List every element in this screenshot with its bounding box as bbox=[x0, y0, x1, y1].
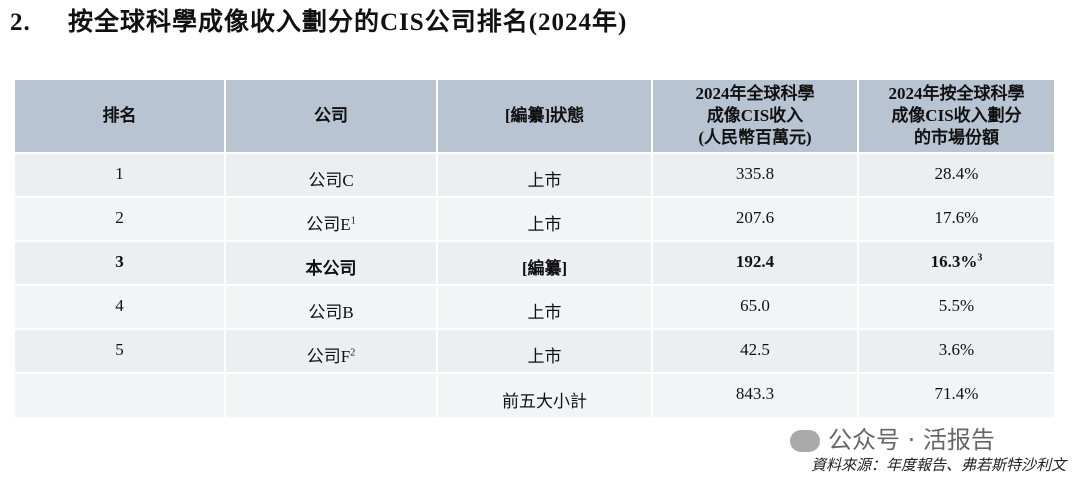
cell-text: 28.4% bbox=[934, 164, 979, 183]
cell-text: 1 bbox=[115, 164, 124, 183]
cell-text: 上市 bbox=[527, 303, 562, 322]
cell-text: 5 bbox=[115, 340, 124, 359]
column-header: 2024年全球科學 成像CIS收入 (人民幣百萬元) bbox=[652, 80, 859, 153]
watermark-icon bbox=[790, 430, 820, 452]
cell-text: 5.5% bbox=[938, 296, 975, 315]
cell-text: 上市 bbox=[527, 171, 562, 190]
table-row: 1 公司C 上市 335.8 28.4% bbox=[15, 152, 1056, 197]
table-cell: 1 bbox=[15, 152, 226, 197]
table-cell: 5.5% bbox=[858, 284, 1056, 329]
table-body: 1 公司C 上市 335.8 28.4% 2 公司E1 上市 207.6 17.6% 3 本公司 [編纂… bbox=[15, 152, 1056, 417]
header-line: 2024年全球科學 bbox=[695, 84, 815, 103]
cell-text: 3.6% bbox=[938, 340, 975, 359]
table-row: 4 公司B 上市 65.0 5.5% bbox=[15, 284, 1056, 329]
column-header: [編纂]狀態 bbox=[437, 80, 653, 153]
cell-text: 2 bbox=[115, 208, 124, 227]
table-cell: 本公司 bbox=[225, 240, 438, 285]
cell-text: 16.3% bbox=[930, 252, 978, 271]
table-cell: 上市 bbox=[437, 196, 653, 241]
table-cell: 843.3 bbox=[652, 372, 859, 417]
cell-text: 4 bbox=[115, 296, 124, 315]
table-cell: 4 bbox=[15, 284, 226, 329]
cell-text: 公司C bbox=[308, 171, 354, 190]
table-cell: 207.6 bbox=[652, 196, 859, 241]
cell-text: 17.6% bbox=[934, 208, 979, 227]
table-cell: 5 bbox=[15, 328, 226, 373]
heading-title: 按全球科學成像收入劃分的CIS公司排名(2024年) bbox=[68, 9, 628, 36]
table-cell: 17.6% bbox=[858, 196, 1056, 241]
table-cell: 公司F2 bbox=[225, 328, 438, 373]
table-row: 2 公司E1 上市 207.6 17.6% bbox=[15, 196, 1056, 241]
cell-text: 3 bbox=[115, 252, 124, 271]
header-line: 公司 bbox=[314, 106, 348, 125]
column-header: 排名 bbox=[15, 80, 226, 153]
header-line: 成像CIS收入 bbox=[706, 106, 804, 125]
header-line: 排名 bbox=[102, 106, 137, 125]
table-cell: 42.5 bbox=[652, 328, 859, 373]
table-cell: 上市 bbox=[437, 328, 653, 373]
heading: 2. 按全球科學成像收入劃分的CIS公司排名(2024年) bbox=[10, 2, 627, 38]
table-cell: 65.0 bbox=[652, 284, 859, 329]
ranking-table: 排名 公司 [編纂]狀態 2024年全球科學 成像CIS收入 (人民幣百萬元) 2024年按… bbox=[15, 80, 1056, 417]
table-cell: 2 bbox=[15, 196, 226, 241]
cell-text: 公司F bbox=[306, 347, 351, 366]
cell-text: [編纂] bbox=[521, 259, 568, 278]
column-header: 公司 bbox=[225, 80, 438, 153]
table-row: 5 公司F2 上市 42.5 3.6% bbox=[15, 328, 1056, 373]
header-line: 2024年按全球科學 bbox=[888, 84, 1025, 103]
column-header: 2024年按全球科學 成像CIS收入劃分 的市場份額 bbox=[858, 80, 1056, 153]
cell-text: 公司B bbox=[308, 303, 354, 322]
table-cell: 公司C bbox=[225, 152, 438, 197]
header-line: 成像CIS收入劃分 bbox=[891, 106, 1022, 125]
cell-text: 192.4 bbox=[735, 252, 775, 271]
footnote-mark: 1 bbox=[350, 215, 356, 227]
cell-text: 42.5 bbox=[740, 340, 770, 359]
header-line: [編纂]狀態 bbox=[504, 106, 585, 125]
cell-text: 前五大小計 bbox=[502, 391, 587, 411]
footnote-mark: 2 bbox=[350, 347, 356, 359]
table-cell: [編纂] bbox=[437, 240, 653, 285]
heading-number: 2. bbox=[10, 9, 31, 36]
table-cell: 上市 bbox=[437, 284, 653, 329]
table-cell: 192.4 bbox=[652, 240, 859, 285]
table-cell: 3.6% bbox=[858, 328, 1056, 373]
header-row: 排名 公司 [編纂]狀態 2024年全球科學 成像CIS收入 (人民幣百萬元) 2024年按… bbox=[15, 80, 1056, 153]
cell-text: 335.8 bbox=[735, 164, 775, 183]
table-cell bbox=[225, 372, 438, 417]
cell-text: 71.4% bbox=[934, 384, 979, 403]
cell-text: 公司E bbox=[306, 215, 351, 234]
table-row: 前五大小計 843.3 71.4% bbox=[15, 372, 1056, 417]
table-row: 3 本公司 [編纂] 192.4 16.3%3 bbox=[15, 240, 1056, 285]
footnote-mark: 3 bbox=[977, 252, 983, 264]
watermark-text: 公众号 · 活报告 bbox=[828, 426, 995, 454]
header-line: (人民幣百萬元) bbox=[698, 128, 812, 147]
cell-text: 843.3 bbox=[735, 384, 775, 403]
table-cell: 71.4% bbox=[858, 372, 1056, 417]
cell-text: 本公司 bbox=[305, 259, 357, 278]
cell-text: 上市 bbox=[527, 215, 562, 234]
table-cell: 前五大小計 bbox=[437, 372, 653, 417]
table-cell: 公司E1 bbox=[225, 196, 438, 241]
table-cell bbox=[15, 372, 226, 417]
table-cell: 公司B bbox=[225, 284, 438, 329]
cell-text: 上市 bbox=[527, 347, 562, 366]
table-cell: 16.3%3 bbox=[858, 240, 1056, 285]
header-line: 的市場份額 bbox=[914, 128, 999, 147]
table-cell: 上市 bbox=[437, 152, 653, 197]
source-note: 資料來源：年度報告、弗若斯特沙利文 bbox=[810, 458, 1066, 474]
table-cell: 28.4% bbox=[858, 152, 1056, 197]
cell-text: 65.0 bbox=[740, 296, 770, 315]
table-cell: 3 bbox=[15, 240, 226, 285]
watermark: 公众号 · 活报告 bbox=[790, 420, 995, 455]
table-cell: 335.8 bbox=[652, 152, 859, 197]
cell-text: 207.6 bbox=[735, 208, 775, 227]
